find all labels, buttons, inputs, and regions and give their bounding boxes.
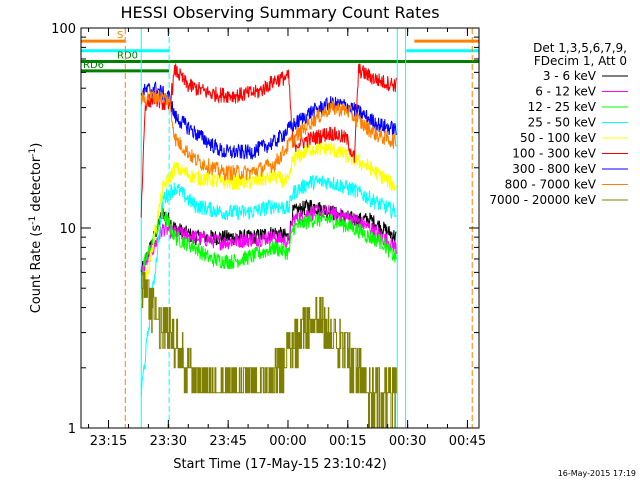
segment-label-0: S [117, 30, 123, 41]
segment-label-4: RD0 [117, 50, 138, 61]
chart-title: HESSI Observing Summary Count Rates [120, 3, 439, 22]
y-label-sup: -1 [28, 216, 38, 225]
legend-label-5: 100 - 300 keV [512, 147, 596, 161]
series-line-6 [140, 81, 397, 160]
legend-label-2: 12 - 25 keV [528, 100, 597, 114]
series-line-2 [140, 207, 397, 276]
legend: Det 1,3,5,6,7,9, FDecim 1, Att 0 3 - 6 k… [489, 41, 628, 207]
y-label-tail: detector [29, 156, 44, 216]
legend-header-2: FDecim 1, Att 0 [534, 54, 627, 68]
x-tick-label-4: 00:15 [329, 434, 366, 449]
x-tick-label-2: 23:45 [209, 434, 246, 449]
legend-header-1: Det 1,3,5,6,7,9, [533, 41, 627, 55]
series-line-7 [140, 88, 397, 181]
x-tick-label-6: 00:45 [449, 434, 486, 449]
legend-label-1: 6 - 12 keV [535, 85, 597, 99]
legend-label-6: 300 - 800 keV [512, 162, 596, 176]
y-label-sup2: -1 [28, 148, 38, 157]
series-line-1 [140, 204, 397, 277]
y-axis-label: Count Rate (s-1 detector-1) [28, 143, 44, 314]
x-tick-label-0: 23:15 [90, 434, 127, 449]
y-label-end: ) [29, 143, 44, 148]
x-tick-label-1: 23:30 [150, 434, 187, 449]
y-label-main: Count Rate (s [29, 225, 44, 314]
x-tick-label-5: 00:30 [389, 434, 426, 449]
legend-label-7: 800 - 7000 keV [505, 178, 597, 192]
series-line-5 [140, 63, 397, 218]
legend-label-4: 50 - 100 keV [520, 131, 597, 145]
y-tick-label-2: 100 [51, 22, 76, 37]
series-line-8 [141, 271, 397, 429]
legend-label-0: 3 - 6 keV [543, 69, 597, 83]
date-stamp: 16-May-2015 17:19 [558, 469, 636, 478]
x-tick-label-3: 00:00 [269, 434, 306, 449]
legend-label-8: 7000 - 20000 keV [489, 193, 596, 207]
series-line-3 [140, 174, 397, 396]
y-tick-label-1: 10 [59, 222, 76, 237]
segment-lines: S RD0 RD6 [81, 30, 479, 73]
segment-label-5: RD6 [83, 60, 104, 71]
legend-label-3: 25 - 50 keV [528, 116, 597, 130]
axes-ticks: 23:15 23:30 23:45 00:00 00:15 00:30 00:45 1 10 10… [51, 22, 486, 449]
y-tick-label-0: 1 [68, 422, 76, 437]
series-lines [140, 63, 397, 429]
x-axis-label: Start Time (17-May-15 23:10:42) [173, 457, 387, 472]
